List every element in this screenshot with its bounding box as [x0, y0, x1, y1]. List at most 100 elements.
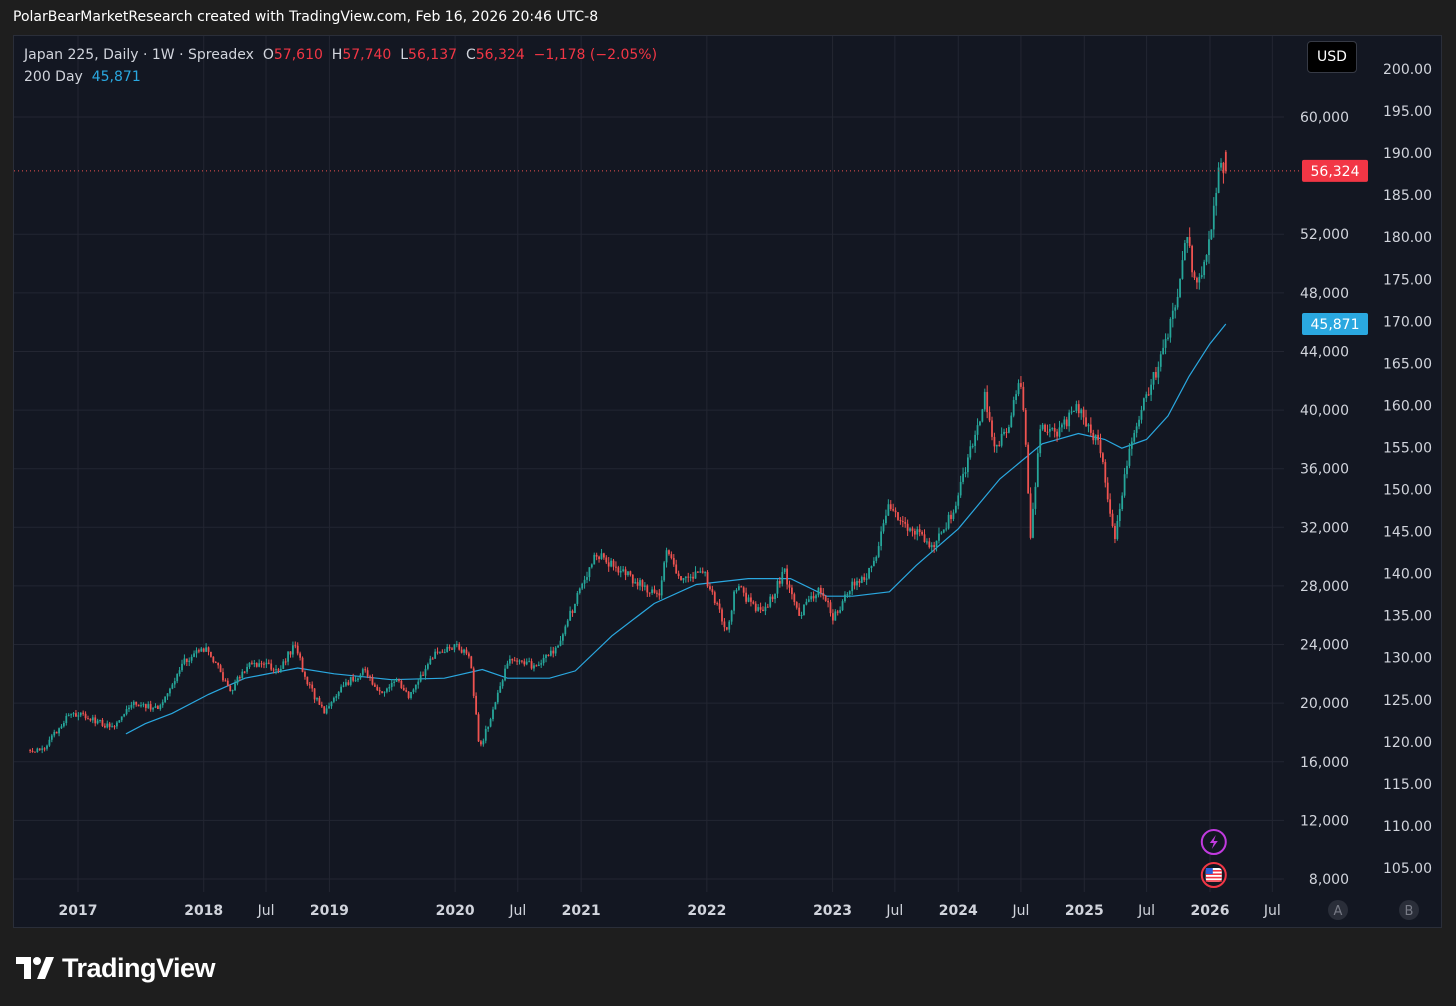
candle-body [340, 686, 343, 693]
candle-body [222, 672, 224, 681]
candle [995, 444, 998, 453]
candle-body [971, 445, 974, 447]
candle [58, 727, 60, 737]
candle [279, 665, 282, 673]
candle-body [1039, 429, 1042, 454]
candle-body [858, 580, 861, 583]
candle [822, 588, 825, 600]
candle [501, 678, 504, 689]
y-tick-label: 20,000 [1300, 696, 1349, 712]
candle [571, 609, 574, 617]
candle [793, 592, 796, 606]
candle [646, 584, 649, 597]
candle-body [875, 556, 878, 561]
candle [340, 684, 343, 693]
flash-bolt [1209, 835, 1218, 849]
event-us-flag-icon[interactable] [1200, 862, 1227, 888]
candle [113, 725, 116, 730]
candle [831, 609, 834, 625]
ohlc-legend[interactable]: Japan 225, Daily · 1W · Spreadex O57,610… [24, 47, 657, 63]
b-scale-button[interactable]: B [1399, 900, 1419, 920]
candle-body [87, 718, 89, 720]
candle-body [602, 553, 605, 558]
ma-legend[interactable]: 200 Day 45,871 [24, 69, 141, 85]
scale-buttons[interactable]: A B [1328, 900, 1419, 920]
candle-body [887, 504, 890, 516]
candle-body [733, 591, 735, 611]
y-tick-label: 16,000 [1300, 755, 1349, 771]
y2-tick-label: 195.00 [1383, 104, 1432, 120]
candle [277, 667, 280, 674]
candle-body [316, 698, 318, 700]
candle-body [41, 748, 44, 750]
candle [202, 647, 205, 653]
candle [311, 681, 314, 692]
candle-body [1162, 347, 1165, 355]
candle-body [453, 644, 456, 650]
symbol-description[interactable]: Japan 225, Daily · 1W · Spreadex [24, 47, 254, 63]
currency-button[interactable]: USD [1307, 41, 1357, 73]
candle [668, 549, 670, 556]
auto-scale-button[interactable]: A [1328, 900, 1348, 920]
candle-body [299, 653, 302, 658]
y2-tick-label: 135.00 [1383, 609, 1432, 625]
candle-body [1222, 162, 1225, 174]
candle [1210, 229, 1213, 241]
candle-body [807, 599, 810, 602]
candle [103, 723, 106, 729]
candle-body [1034, 486, 1037, 509]
candle [737, 583, 740, 591]
candle [856, 577, 858, 591]
candle [819, 585, 822, 598]
ma-name[interactable]: 200 Day [24, 69, 83, 85]
candle [82, 710, 85, 716]
y-tick-label: 12,000 [1300, 813, 1349, 829]
tradingview-logo[interactable]: TradingView [16, 950, 216, 986]
candle [1029, 487, 1032, 540]
candle-body [581, 583, 584, 589]
event-flash-icon[interactable] [1200, 829, 1227, 855]
candle-body [1196, 277, 1198, 283]
candle-body [1007, 427, 1010, 433]
candle [962, 467, 964, 485]
candle-body [197, 650, 200, 652]
candle [677, 570, 680, 579]
candle [658, 589, 661, 600]
price-chart[interactable]: 56,324 45,871 60,000 52,000 48,000 44,000 40,… [14, 36, 1442, 928]
candle [1000, 427, 1003, 448]
candle-body [463, 649, 465, 653]
candle [482, 738, 485, 747]
candle-body [212, 656, 215, 663]
candle [429, 655, 432, 666]
candle-body [803, 604, 805, 616]
candle-body [58, 728, 60, 734]
candle [648, 592, 651, 597]
candle [1222, 161, 1225, 184]
chart-pane[interactable]: 56,324 45,871 60,000 52,000 48,000 44,000 40,… [13, 35, 1442, 928]
candle-body [231, 690, 234, 692]
candle-body [1200, 275, 1203, 278]
candle [142, 702, 145, 708]
candle-body [921, 532, 923, 535]
candle-body [164, 696, 167, 703]
candle [1005, 428, 1008, 438]
y-tick-label: 60,000 [1300, 110, 1349, 126]
candle-body [1003, 431, 1005, 434]
candle-body [419, 674, 422, 682]
candle [417, 678, 420, 689]
events-layer[interactable] [1200, 829, 1227, 888]
candle-body [393, 681, 396, 684]
candle [508, 655, 511, 666]
candle [957, 492, 960, 510]
candle [263, 661, 265, 669]
candle [723, 618, 726, 632]
candle [530, 658, 533, 670]
candle-body [942, 529, 945, 533]
candle [675, 559, 678, 574]
candle [1196, 276, 1198, 290]
candle [986, 385, 989, 419]
candle [154, 703, 157, 709]
candle [96, 718, 99, 725]
candle-body [1176, 296, 1179, 308]
candle-body [241, 671, 244, 678]
